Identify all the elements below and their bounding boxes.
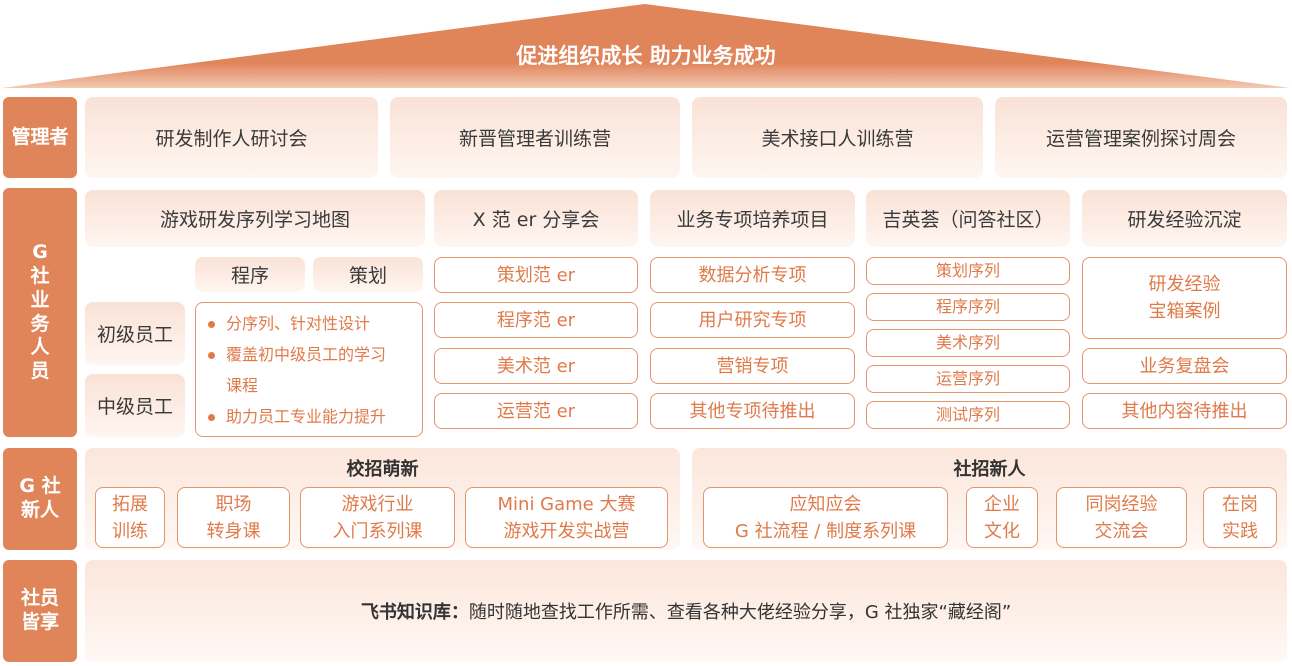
staff-column-header: 吉英荟（问答社区） xyxy=(866,190,1070,247)
bullet-item: 助力员工专业能力提升 xyxy=(200,401,400,432)
xfan-session: 程序范 er xyxy=(434,302,638,338)
track-tag: 程序 xyxy=(195,257,305,292)
learning-map-bullets: 分序列、针对性设计 覆盖初中级员工的学习课程 助力员工专业能力提升 xyxy=(195,302,423,437)
campus-title: 校招萌新 xyxy=(346,459,419,480)
social-program: 同岗经验 交流会 xyxy=(1056,487,1187,548)
staff-column-header: 业务专项培养项目 xyxy=(650,190,855,247)
xfan-session: 运营范 er xyxy=(434,393,638,429)
social-program: 企业 文化 xyxy=(966,487,1038,548)
manager-program: 研发制作人研讨会 xyxy=(85,97,378,178)
community-sequence: 美术序列 xyxy=(866,329,1070,357)
row-label-all: 社员 皆享 xyxy=(3,560,77,662)
roof-title: 促进组织成长 助力业务成功 xyxy=(516,44,776,68)
social-program: 在岗 实践 xyxy=(1203,487,1277,548)
experience-item: 其他内容待推出 xyxy=(1082,393,1287,429)
special-program: 用户研究专项 xyxy=(650,302,855,338)
community-sequence: 程序序列 xyxy=(866,293,1070,321)
row-label-staff: G 社 业 务 人 员 xyxy=(3,188,77,437)
manager-program: 运营管理案例探讨周会 xyxy=(995,97,1287,178)
staff-column-header: 游戏研发序列学习地图 xyxy=(85,190,425,247)
community-sequence: 策划序列 xyxy=(866,257,1070,285)
community-sequence: 测试序列 xyxy=(866,401,1070,429)
knowledge-base-name: 飞书知识库： xyxy=(360,602,469,623)
xfan-session: 美术范 er xyxy=(434,348,638,384)
social-program: 应知应会 G 社流程 / 制度系列课 xyxy=(703,487,948,548)
xfan-session: 策划范 er xyxy=(434,257,638,293)
knowledge-base-desc: 随时随地查找工作所需、查看各种大佬经验分享，G 社独家“藏经阁” xyxy=(468,602,1012,623)
level-tag: 初级员工 xyxy=(85,302,185,365)
campus-program: 拓展 训练 xyxy=(95,487,165,548)
manager-program: 美术接口人训练营 xyxy=(692,97,983,178)
special-program: 其他专项待推出 xyxy=(650,393,855,429)
staff-column-header: 研发经验沉淀 xyxy=(1082,190,1287,247)
track-tag: 策划 xyxy=(313,257,423,292)
bullet-item: 覆盖初中级员工的学习课程 xyxy=(200,339,400,401)
knowledge-base-panel: 飞书知识库： 随时随地查找工作所需、查看各种大佬经验分享，G 社独家“藏经阁” xyxy=(85,560,1287,662)
bullet-item: 分序列、针对性设计 xyxy=(200,308,400,339)
experience-item: 业务复盘会 xyxy=(1082,348,1287,384)
special-program: 数据分析专项 xyxy=(650,257,855,293)
row-label-managers: 管理者 xyxy=(3,97,77,178)
staff-column-header: X 范 er 分享会 xyxy=(434,190,638,247)
level-tag: 中级员工 xyxy=(85,374,185,437)
roof xyxy=(2,4,1290,88)
community-sequence: 运营序列 xyxy=(866,365,1070,393)
campus-program: 职场 转身课 xyxy=(177,487,290,548)
experience-item: 研发经验 宝箱案例 xyxy=(1082,257,1287,339)
row-label-newcomers: G 社 新人 xyxy=(3,448,77,550)
campus-program: 游戏行业 入门系列课 xyxy=(300,487,455,548)
social-title: 社招新人 xyxy=(953,459,1026,480)
campus-program: Mini Game 大赛 游戏开发实战营 xyxy=(465,487,668,548)
manager-program: 新晋管理者训练营 xyxy=(390,97,680,178)
special-program: 营销专项 xyxy=(650,348,855,384)
bullet-list: 分序列、针对性设计 覆盖初中级员工的学习课程 助力员工专业能力提升 xyxy=(200,308,400,432)
